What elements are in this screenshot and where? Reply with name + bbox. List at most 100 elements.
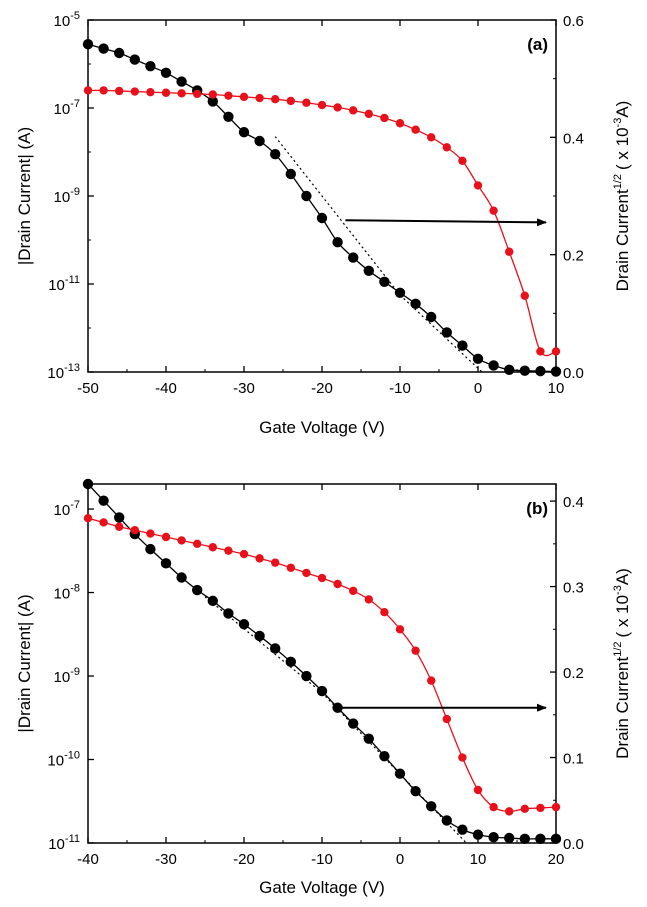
- sqrt-current-point: [83, 513, 93, 523]
- x-tick-label: -30: [233, 380, 255, 397]
- log-current-point: [254, 630, 265, 642]
- y-right-title-part: -3: [612, 585, 624, 595]
- log-current-point: [114, 512, 125, 523]
- x-tick-label: -10: [311, 851, 333, 868]
- y-right-tick-label: 0.0: [563, 365, 584, 382]
- tick-base: 10: [54, 586, 71, 603]
- log-current-point: [223, 111, 234, 123]
- log-current-point: [504, 832, 515, 844]
- y-left-axis-title: |Drain Current| (A): [15, 594, 34, 732]
- log-current-point: [316, 212, 328, 224]
- y-left-tick-label: 10-7: [54, 98, 80, 118]
- sqrt-current-point: [317, 573, 327, 583]
- sqrt-current-point: [380, 113, 389, 123]
- sqrt-current-point: [333, 579, 342, 589]
- sqrt-current-point: [520, 804, 529, 814]
- tick-base: 10: [48, 277, 65, 294]
- y-left-tick-label: 10-10: [47, 750, 80, 770]
- tick-exponent: -8: [70, 583, 80, 595]
- tick-exponent: -10: [64, 750, 80, 762]
- tick-exponent: -9: [70, 666, 80, 678]
- log-current-point: [348, 718, 359, 729]
- sqrt-current-point: [520, 291, 529, 300]
- log-current-point: [160, 558, 172, 569]
- log-current-point: [394, 287, 406, 298]
- log-current-point: [254, 135, 265, 147]
- y-right-tick-label: 0.2: [563, 248, 584, 265]
- sqrt-current-point: [161, 532, 171, 542]
- log-current-point: [550, 833, 562, 845]
- sqrt-current-point: [458, 156, 467, 165]
- log-current-point: [114, 47, 125, 59]
- panel-label: (a): [527, 35, 548, 54]
- sqrt-current-point: [411, 646, 420, 655]
- log-current-point: [426, 801, 437, 812]
- y-left-axis-title: |Drain Current| (A): [15, 127, 34, 265]
- sqrt-current-point: [271, 558, 280, 567]
- sqrt-current-point: [505, 807, 514, 816]
- log-current-point: [238, 619, 250, 630]
- tick-base: 10: [54, 502, 71, 519]
- x-tick-label: 10: [470, 851, 487, 868]
- sqrt-current-point: [193, 539, 202, 549]
- tick-exponent: -7: [70, 499, 80, 511]
- sqrt-current-point: [286, 563, 295, 572]
- y-right-axis-title: Drain Current1/2 ( x 10-3A): [612, 101, 632, 292]
- log-current-point: [301, 190, 312, 202]
- sqrt-current-point: [349, 586, 358, 596]
- sqrt-current-point: [99, 86, 108, 95]
- sqrt-current-point: [302, 568, 311, 578]
- sqrt-current-point: [395, 625, 405, 634]
- sqrt-current-point: [551, 347, 561, 356]
- log-current-point: [145, 543, 156, 555]
- log-current-point: [426, 311, 437, 323]
- sqrt-current-point: [224, 546, 233, 555]
- log-current-point: [535, 833, 546, 845]
- log-current-point: [270, 643, 281, 654]
- x-tick-label: 0: [474, 380, 482, 397]
- y-right-title-part: ( x 10: [613, 595, 632, 638]
- log-current-point: [207, 96, 218, 107]
- log-current-point: [316, 685, 328, 697]
- sqrt-current-point: [255, 93, 264, 103]
- log-current-point: [223, 608, 234, 619]
- tick-base: 10: [47, 365, 64, 382]
- panel-a: -50 -40 -30 -20 -10 0 1010-510-710-910-1110-13…: [15, 10, 632, 437]
- x-tick-label: -30: [155, 851, 177, 868]
- log-current-point: [410, 298, 421, 309]
- log-current-point: [301, 670, 312, 682]
- tick-exponent: -11: [65, 833, 80, 845]
- y-right-title-part: ( x 10: [613, 127, 632, 170]
- log-current-point: [285, 656, 296, 668]
- y-right-tick-label: 0.6: [563, 13, 584, 30]
- sqrt-current-point: [536, 803, 545, 813]
- sqrt-current-point: [115, 86, 124, 96]
- x-tick-label: -10: [389, 380, 411, 397]
- y-right-axis-title: Drain Current1/2 ( x 10-3A): [612, 568, 632, 759]
- sqrt-current-point: [364, 109, 373, 119]
- log-current-point: [363, 265, 374, 276]
- sqrt-current-point: [536, 347, 545, 356]
- sqrt-current-point: [551, 802, 561, 812]
- sqrt-current-point: [473, 785, 483, 795]
- tick-exponent: -7: [70, 98, 80, 110]
- sqrt-current-point: [177, 89, 186, 98]
- x-tick-label: -50: [77, 380, 99, 397]
- sqrt-current-point: [271, 95, 280, 104]
- log-current-point: [160, 67, 172, 79]
- sqrt-current-point: [255, 554, 264, 563]
- log-current-point: [348, 252, 359, 263]
- sqrt-current-point: [317, 100, 327, 110]
- log-current-point: [504, 364, 515, 375]
- sqrt-current-point: [99, 518, 108, 527]
- sqrt-current-point: [458, 753, 467, 762]
- tick-exponent: -5: [70, 10, 80, 22]
- log-current-point: [535, 365, 546, 377]
- sqrt-current-point: [395, 119, 405, 128]
- log-current-point: [238, 127, 250, 138]
- y-right-title-part: -3: [612, 118, 624, 128]
- sqrt-current-point: [146, 87, 155, 97]
- sqrt-current-point: [177, 536, 186, 545]
- y-left-tick-label: 10-13: [47, 362, 80, 382]
